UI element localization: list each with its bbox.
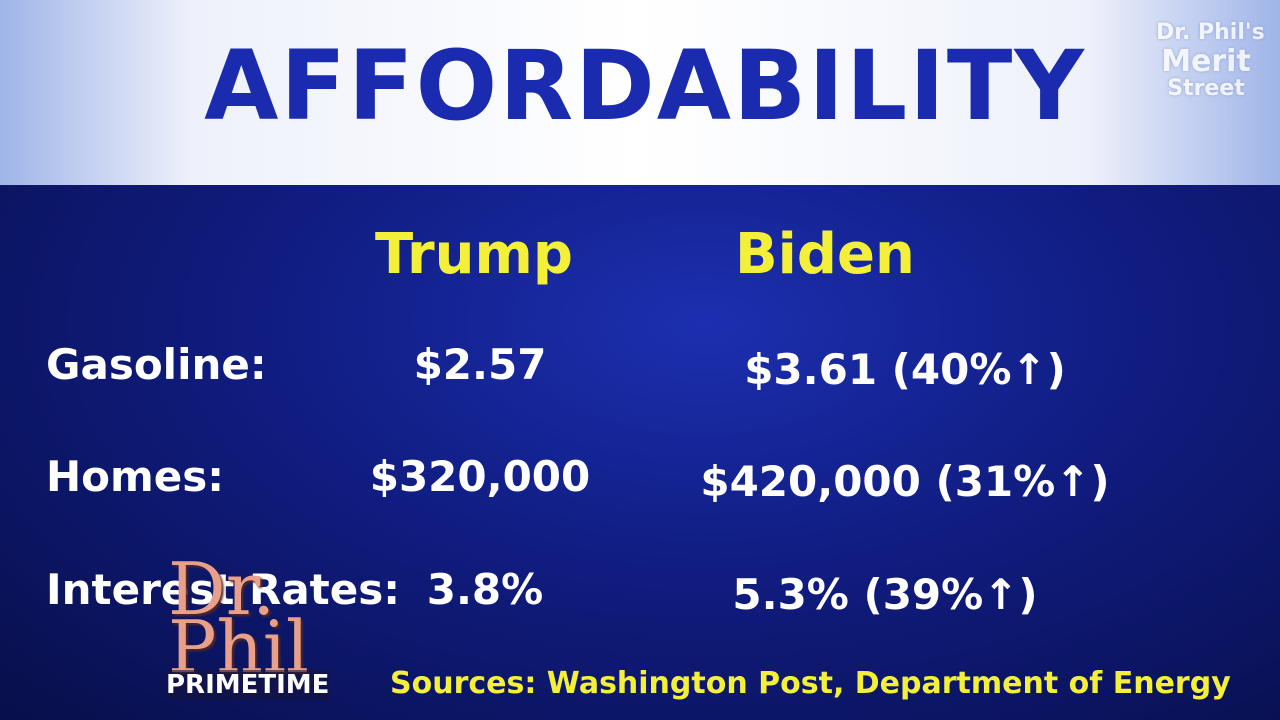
row-label: Gasoline: xyxy=(46,340,267,389)
cell: $3.61 (40%↑) xyxy=(744,345,1066,394)
cell: $320,000 xyxy=(369,452,591,501)
cell: 5.3% (39%↑) xyxy=(732,570,1038,619)
source-note: Sources: Washington Post, Department of … xyxy=(390,666,1231,701)
channel-logo: Street xyxy=(1167,76,1245,101)
show-logo-subtitle: PRIMETIME xyxy=(166,670,330,700)
show-logo: Dr. Phil xyxy=(168,547,309,689)
column-header: Biden xyxy=(735,222,915,287)
cell: $420,000 (31%↑) xyxy=(700,457,1110,506)
channel-logo: Dr. Phil's xyxy=(1156,20,1265,45)
channel-logo: Merit xyxy=(1161,44,1251,79)
cell: $2.57 xyxy=(413,340,547,389)
cell: 3.8% xyxy=(426,565,544,614)
row-label: Homes: xyxy=(46,452,225,501)
column-header: Trump xyxy=(375,222,573,287)
title-band xyxy=(0,0,1280,185)
title: AFFORDABILITY xyxy=(204,30,1086,142)
row-label: Interest Rates: xyxy=(46,565,401,614)
